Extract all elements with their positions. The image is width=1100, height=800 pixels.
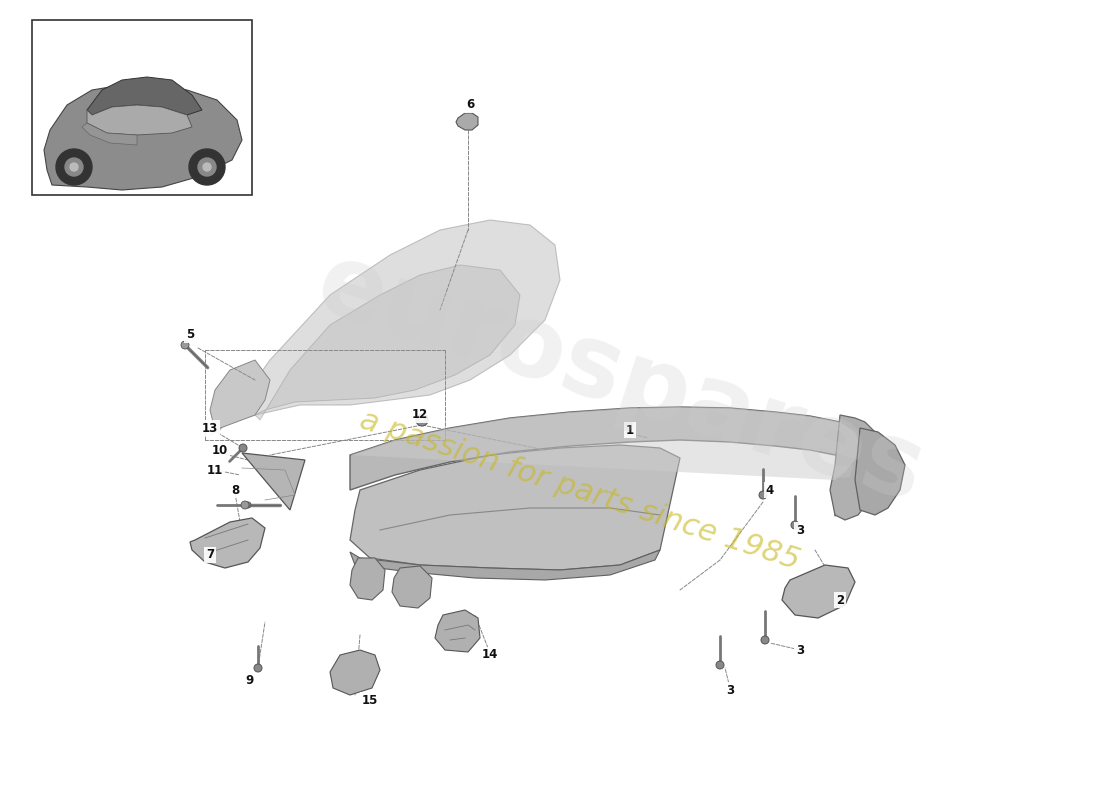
- Polygon shape: [210, 360, 270, 430]
- Circle shape: [791, 521, 799, 529]
- Circle shape: [239, 444, 248, 452]
- Text: 5: 5: [186, 329, 194, 342]
- Polygon shape: [210, 220, 560, 435]
- Text: 6: 6: [466, 98, 474, 111]
- Circle shape: [65, 158, 82, 176]
- Text: 3: 3: [796, 643, 804, 657]
- Circle shape: [241, 501, 249, 509]
- Text: 15: 15: [362, 694, 378, 706]
- Text: 2: 2: [836, 594, 844, 606]
- Text: 12: 12: [411, 409, 428, 422]
- Polygon shape: [456, 113, 478, 130]
- Circle shape: [759, 491, 767, 499]
- Circle shape: [416, 414, 428, 426]
- Polygon shape: [830, 415, 880, 520]
- Polygon shape: [82, 123, 138, 145]
- Polygon shape: [255, 265, 520, 420]
- Text: 7: 7: [206, 549, 214, 562]
- Text: 10: 10: [212, 443, 228, 457]
- Polygon shape: [330, 650, 380, 695]
- Polygon shape: [434, 610, 480, 652]
- Polygon shape: [350, 407, 860, 516]
- Text: eurospares: eurospares: [305, 236, 936, 524]
- Text: 3: 3: [796, 523, 804, 537]
- Bar: [32, 20, 252, 195]
- Text: 8: 8: [231, 483, 239, 497]
- Text: 4: 4: [766, 483, 774, 497]
- Text: 13: 13: [202, 422, 218, 434]
- Polygon shape: [392, 566, 432, 608]
- Circle shape: [204, 163, 211, 171]
- Circle shape: [761, 636, 769, 644]
- Circle shape: [182, 341, 189, 349]
- Polygon shape: [87, 77, 202, 115]
- Polygon shape: [87, 105, 192, 135]
- Polygon shape: [350, 558, 385, 600]
- Circle shape: [254, 664, 262, 672]
- Circle shape: [245, 502, 251, 508]
- Circle shape: [189, 149, 226, 185]
- Polygon shape: [350, 445, 680, 570]
- Circle shape: [198, 158, 216, 176]
- Polygon shape: [350, 550, 660, 580]
- Text: 9: 9: [246, 674, 254, 686]
- Polygon shape: [242, 453, 305, 510]
- Text: 1: 1: [626, 423, 634, 437]
- Circle shape: [419, 417, 425, 423]
- Text: 14: 14: [482, 649, 498, 662]
- Circle shape: [56, 149, 92, 185]
- Polygon shape: [782, 565, 855, 618]
- Polygon shape: [855, 428, 905, 515]
- Polygon shape: [190, 518, 265, 568]
- Text: 11: 11: [207, 463, 223, 477]
- Text: a passion for parts since 1985: a passion for parts since 1985: [356, 405, 804, 575]
- Text: 3: 3: [726, 683, 734, 697]
- Circle shape: [70, 163, 78, 171]
- Polygon shape: [44, 85, 242, 190]
- Polygon shape: [350, 407, 860, 480]
- Circle shape: [716, 661, 724, 669]
